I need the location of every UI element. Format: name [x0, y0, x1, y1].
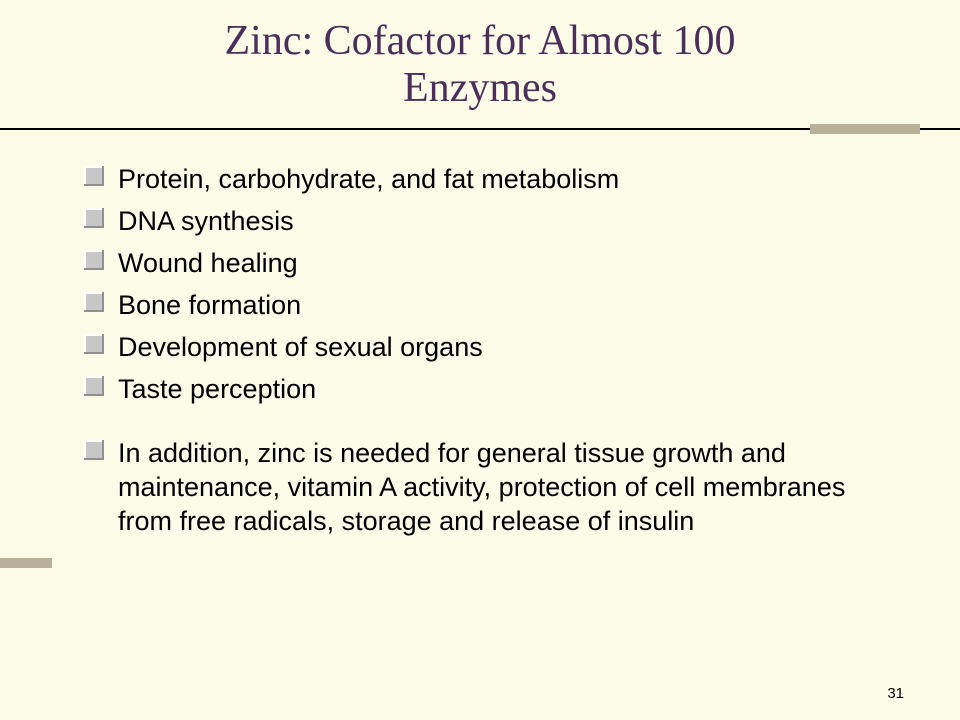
title-divider [0, 122, 960, 142]
list-item: In addition, zinc is needed for general … [84, 436, 896, 538]
title-line-2: Enzymes [403, 65, 557, 111]
list-item: Bone formation [84, 288, 896, 322]
list-item: Taste perception [84, 372, 896, 406]
title-line-1: Zinc: Cofactor for Almost 100 [225, 18, 736, 64]
accent-stub-right [810, 124, 920, 134]
list-item: DNA synthesis [84, 204, 896, 238]
list-item: Development of sexual organs [84, 330, 896, 364]
page-number: 31 [887, 685, 904, 702]
slide-body: Protein, carbohydrate, and fat metabolis… [0, 142, 960, 538]
accent-stub-left [0, 558, 52, 568]
list-item: Wound healing [84, 246, 896, 280]
slide-title: Zinc: Cofactor for Almost 100 Enzymes [0, 0, 960, 112]
list-item: Protein, carbohydrate, and fat metabolis… [84, 162, 896, 196]
bullet-list: Protein, carbohydrate, and fat metabolis… [84, 162, 896, 538]
